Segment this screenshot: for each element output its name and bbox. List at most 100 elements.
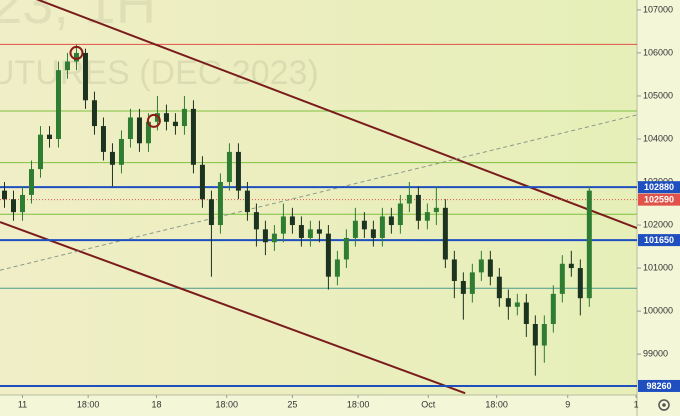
price-label: 102880 bbox=[644, 182, 674, 192]
candle-body bbox=[136, 117, 142, 144]
candle-body bbox=[532, 324, 538, 346]
price-label-box bbox=[638, 234, 680, 247]
candle-body bbox=[397, 203, 403, 226]
candle-body bbox=[100, 126, 106, 152]
plot-area bbox=[0, 0, 637, 395]
trend-line bbox=[0, 114, 637, 271]
x-tick-label: 25 bbox=[287, 399, 297, 409]
price-label: 102590 bbox=[644, 195, 674, 205]
candle-body bbox=[19, 194, 25, 213]
y-tick-label: 106000 bbox=[643, 47, 673, 57]
time-axis bbox=[0, 395, 637, 416]
candle-body bbox=[496, 276, 502, 299]
candle-body bbox=[181, 108, 187, 127]
candle-body bbox=[262, 229, 268, 243]
candle-body bbox=[10, 199, 16, 213]
candle-body bbox=[172, 121, 178, 127]
candle-body bbox=[478, 259, 484, 273]
x-tick-label: 18 bbox=[152, 399, 162, 409]
candle-body bbox=[190, 108, 196, 165]
y-tick-label: 101000 bbox=[643, 262, 673, 272]
x-tick-label: 18:00 bbox=[77, 399, 100, 409]
candle-body bbox=[154, 113, 160, 122]
y-tick-label: 107000 bbox=[643, 4, 673, 14]
candle-body bbox=[82, 52, 88, 101]
price-label: 98260 bbox=[646, 381, 671, 391]
candle-body bbox=[505, 298, 511, 307]
x-tick-label: 1 bbox=[634, 399, 639, 409]
candle-body bbox=[334, 259, 340, 277]
price-label-box bbox=[638, 379, 680, 392]
candle-body bbox=[325, 233, 331, 277]
candle-body bbox=[226, 151, 232, 183]
candle-body bbox=[487, 259, 493, 277]
x-tick-label: 18:00 bbox=[215, 399, 238, 409]
candle-body bbox=[244, 190, 250, 213]
candle-body bbox=[37, 134, 43, 170]
price-label-box bbox=[638, 193, 680, 206]
candle-body bbox=[145, 121, 151, 144]
candle-body bbox=[271, 233, 277, 243]
y-tick-label: 102000 bbox=[643, 219, 673, 229]
price-label-box bbox=[638, 181, 680, 194]
candle-body bbox=[406, 194, 412, 204]
x-tick-label: 18:00 bbox=[347, 399, 370, 409]
candle-body bbox=[469, 272, 475, 294]
candle-body bbox=[379, 216, 385, 238]
candle-body bbox=[46, 134, 52, 139]
candle-body bbox=[388, 216, 394, 226]
candle-body bbox=[541, 324, 547, 346]
candle-body bbox=[127, 117, 133, 139]
candle-body bbox=[523, 302, 529, 325]
candle-body bbox=[433, 207, 439, 213]
x-tick-label: 18:00 bbox=[485, 399, 508, 409]
price-axis bbox=[637, 0, 680, 416]
y-tick-label: 99000 bbox=[643, 348, 668, 358]
candle-body bbox=[451, 259, 457, 281]
candle-body bbox=[298, 225, 304, 238]
y-tick-label: 105000 bbox=[643, 90, 673, 100]
x-tick-label: Oct bbox=[421, 399, 436, 409]
candle-body bbox=[514, 302, 520, 307]
price-label: 101650 bbox=[644, 235, 674, 245]
watermark: UTURES (DEC 2023) bbox=[0, 54, 319, 92]
candle-body bbox=[316, 229, 322, 234]
candle-body bbox=[352, 220, 358, 238]
candle-body bbox=[55, 70, 61, 139]
y-tick-label: 104000 bbox=[643, 133, 673, 143]
candle-body bbox=[64, 61, 70, 71]
trend-line bbox=[0, 221, 466, 395]
candle-body bbox=[415, 194, 421, 221]
x-tick-label: 9 bbox=[565, 399, 570, 409]
candle-body bbox=[217, 182, 223, 226]
candle-body bbox=[163, 113, 169, 122]
candle-body bbox=[253, 212, 259, 230]
candle-body bbox=[118, 138, 124, 165]
candle-body bbox=[586, 190, 592, 299]
marker-circle bbox=[146, 113, 161, 128]
marker-circle bbox=[69, 45, 84, 60]
candle-body bbox=[199, 164, 205, 200]
candle-body bbox=[235, 151, 241, 191]
settings-icon[interactable] bbox=[658, 399, 670, 411]
candle-body bbox=[109, 151, 115, 165]
candle-body bbox=[424, 212, 430, 221]
plot bbox=[0, 0, 637, 395]
candle-body bbox=[550, 293, 556, 325]
candle-body bbox=[28, 169, 34, 195]
candle-body bbox=[370, 229, 376, 238]
x-tick-label: 11 bbox=[18, 399, 27, 409]
candle-body bbox=[1, 190, 7, 200]
candle-body bbox=[280, 216, 286, 234]
candle-body bbox=[361, 220, 367, 230]
y-tick-label: 100000 bbox=[643, 305, 673, 315]
watermark: 023, 1H bbox=[0, 0, 156, 35]
candle-body bbox=[73, 52, 79, 62]
candle-body bbox=[91, 100, 97, 127]
candle-body bbox=[307, 229, 313, 238]
candle-body bbox=[559, 263, 565, 294]
candle-body bbox=[577, 268, 583, 299]
candle-body bbox=[442, 207, 448, 260]
candle-body bbox=[289, 216, 295, 226]
